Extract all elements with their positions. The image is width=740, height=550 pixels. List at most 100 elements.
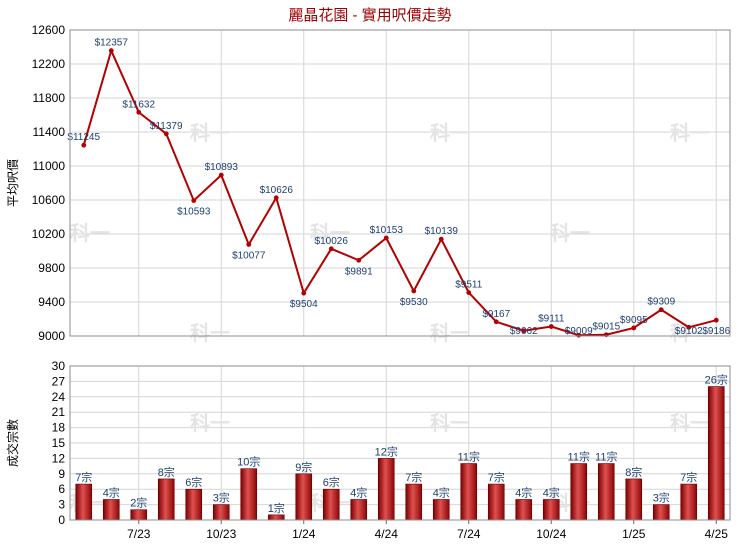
volume-axis-label: 成交宗數 [5, 419, 20, 467]
price-y-tick-label: 10200 [32, 227, 66, 241]
price-y-tick-label: 9400 [38, 295, 65, 309]
volume-data-label: 7宗 [75, 470, 92, 484]
price-point [658, 307, 664, 313]
volume-data-label: 8宗 [625, 465, 642, 479]
volume-y-tick-label: 12 [52, 451, 66, 465]
price-y-tick-label: 11000 [33, 159, 66, 173]
volume-y-tick-label: 9 [58, 467, 65, 481]
watermark-text: 科一 [670, 321, 710, 345]
price-line-series: $11245 $12357 $11632 $11379 $10593 $10893 $100… [67, 38, 731, 338]
volume-data-label: 4宗 [103, 485, 120, 499]
price-point [108, 48, 114, 54]
price-y-tick-label: 11800 [33, 91, 66, 105]
price-point [356, 257, 362, 263]
volume-bar [157, 478, 175, 521]
watermark-text: 科一 [70, 221, 110, 245]
volume-bars: 7宗 4宗 2宗 8宗 6宗 3宗 10宗 1宗 9宗 6宗 4宗 12宗 7宗 4宗 11宗 7宗 4宗 4宗 1… [75, 373, 728, 521]
volume-bar [707, 386, 725, 521]
price-panel-frame [69, 29, 731, 337]
volume-bar [460, 463, 478, 521]
volume-data-label: 7宗 [488, 470, 505, 484]
volume-bar [295, 473, 313, 521]
price-data-label: $10593 [177, 207, 211, 218]
price-point [301, 290, 307, 296]
price-data-label: $11245 [67, 132, 100, 143]
price-data-label: $9111 [538, 314, 565, 325]
volume-bar [570, 463, 588, 521]
price-data-label: $11379 [150, 121, 183, 132]
volume-y-tick-label: 21 [52, 405, 66, 419]
price-point [713, 317, 719, 323]
volume-y-tick-label: 18 [52, 421, 66, 435]
volume-data-label: 3宗 [213, 491, 230, 505]
volume-bar [75, 483, 93, 521]
price-panel-grid [70, 29, 730, 337]
price-point [136, 109, 142, 115]
volume-bar [625, 478, 643, 521]
volume-data-label: 1宗 [268, 501, 285, 515]
price-point [246, 242, 252, 247]
price-axis-label: 平均呎價 [6, 159, 20, 207]
price-y-tick-label: 12200 [32, 57, 66, 71]
price-data-label: $10893 [205, 162, 239, 173]
price-point [631, 325, 637, 331]
volume-data-label: 11宗 [458, 450, 480, 464]
volume-data-label: 12宗 [375, 444, 398, 458]
volume-bar [240, 468, 258, 521]
volume-data-label: 11宗 [595, 450, 617, 464]
price-point [218, 172, 224, 178]
price-data-label: $10626 [260, 185, 294, 196]
volume-y-tick-label: 24 [52, 390, 66, 404]
price-y-tick-label: 9000 [38, 329, 65, 343]
price-point [438, 236, 444, 242]
x-tick-label: 4/25 [705, 527, 729, 541]
price-point [411, 288, 417, 294]
watermark-text: 科一 [670, 121, 710, 145]
price-data-label: $9102 [675, 326, 703, 337]
price-data-label: $10153 [370, 225, 404, 236]
price-point [273, 195, 279, 201]
price-line [82, 47, 717, 337]
volume-y-tick-label: 0 [58, 513, 65, 527]
price-data-label: $10077 [232, 250, 266, 261]
price-point [163, 131, 169, 137]
volume-data-label: 10宗 [237, 455, 260, 469]
volume-data-label: 9宗 [295, 460, 312, 474]
price-point [383, 235, 389, 241]
price-point [466, 290, 472, 295]
price-data-label: $9062 [510, 326, 538, 337]
volume-data-label: 7宗 [405, 470, 422, 484]
volume-bar [185, 488, 203, 521]
volume-data-label: 7宗 [680, 470, 697, 484]
volume-bar [515, 499, 533, 521]
volume-bar [350, 499, 368, 521]
price-data-label: $9186 [702, 326, 730, 337]
x-tick-label: 4/24 [375, 527, 399, 541]
watermark-text: 科一 [670, 411, 710, 435]
volume-data-label: 11宗 [568, 450, 590, 464]
price-data-label: $11632 [122, 99, 155, 110]
volume-data-label: 3宗 [653, 491, 670, 505]
x-tick-label: 1/24 [292, 527, 316, 541]
watermark-text: 科一 [550, 221, 590, 245]
volume-bar [432, 499, 450, 521]
volume-y-tick-label: 15 [52, 436, 66, 450]
price-point [493, 319, 499, 325]
watermark-text: 科一 [430, 321, 470, 345]
watermark-text: 科一 [430, 121, 470, 145]
watermark-text: 科一 [190, 411, 230, 435]
price-data-label: $10139 [425, 226, 459, 237]
price-y-tick-label: 11400 [33, 125, 66, 139]
chart-title: 麗晶花園 - 實用呎價走勢 [288, 6, 451, 24]
x-tick-label: 10/23 [206, 527, 236, 541]
price-data-label: $12357 [95, 38, 129, 49]
price-point [328, 246, 334, 252]
x-tick-label: 10/24 [536, 527, 566, 541]
volume-y-tick-label: 30 [52, 359, 66, 373]
x-tick-label: 7/24 [457, 527, 481, 541]
price-point [686, 324, 692, 330]
price-point [521, 328, 527, 334]
x-tick-label: 7/23 [127, 527, 151, 541]
price-data-label: $9009 [565, 326, 593, 337]
